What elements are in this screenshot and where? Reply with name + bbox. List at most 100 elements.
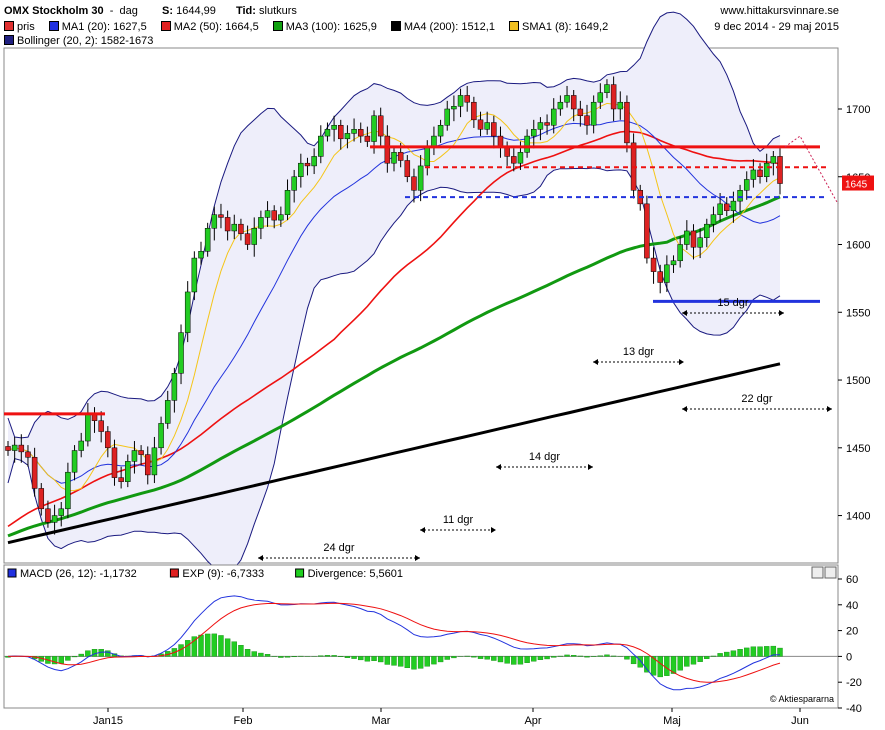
- candle-body: [590, 101, 597, 126]
- macd-legend-swatch: [169, 568, 179, 578]
- macd-divergence-bar: [264, 654, 271, 657]
- candle-body: [111, 447, 118, 478]
- price-legend-swatch: [160, 21, 171, 31]
- tid-value: slutkurs: [259, 5, 297, 17]
- candle-body: [65, 471, 71, 510]
- price-marker-label: 1645: [845, 180, 868, 191]
- ma100-line: [7, 195, 781, 538]
- annotation-label: 15 dgr: [717, 297, 749, 309]
- macd-divergence-bar: [584, 656, 590, 658]
- candle-body: [770, 156, 777, 164]
- settings-icon: [824, 566, 837, 579]
- candle-body: [717, 203, 723, 215]
- candle-body: [105, 431, 111, 449]
- macd-divergence-bar: [664, 656, 670, 676]
- price-legend-label: MA2 (50): 1664,5: [173, 21, 259, 33]
- candle-body: [198, 251, 204, 259]
- candle-body: [617, 101, 624, 110]
- macd-divergence-bar: [204, 633, 211, 657]
- annotation-label: 14 dgr: [529, 451, 561, 463]
- website-label: www.hittakursvinnare.se: [720, 5, 839, 17]
- macd-legend-label: EXP (9): -6,7333: [182, 568, 264, 580]
- macd-divergence-bar: [331, 655, 337, 657]
- macd-divergence-bar: [517, 656, 524, 665]
- macd-divergence-bar: [78, 653, 84, 657]
- candle-body: [45, 508, 51, 523]
- candle-body: [477, 119, 484, 130]
- ma200-line: [7, 362, 781, 545]
- price-legend-swatch: [272, 21, 283, 31]
- period-label: dag: [119, 5, 138, 17]
- macd-divergence-bar: [637, 656, 643, 668]
- macd-divergence-bar: [371, 656, 377, 662]
- candle-body: [524, 135, 530, 153]
- price-legend-label: MA1 (20): 1627,5: [61, 21, 147, 33]
- candle-body: [298, 162, 304, 178]
- candle-body: [318, 135, 324, 157]
- candle-body: [204, 228, 211, 252]
- macd-line: [7, 595, 781, 691]
- price-legend-label: Bollinger (20, 2): 1582-1673: [17, 35, 154, 47]
- candle-body: [457, 95, 464, 107]
- macd-divergence-bar: [504, 656, 510, 664]
- candle-body: [211, 214, 218, 229]
- macd-divergence-bar: [524, 656, 530, 663]
- price-legend-item: MA1 (20): 1627,5: [48, 20, 147, 34]
- macd-divergence-bar: [491, 656, 497, 661]
- macd-divergence-bar: [105, 650, 111, 657]
- macd-divergence-bar: [211, 633, 218, 657]
- candle-body: [184, 291, 191, 333]
- macd-divergence-bar: [231, 641, 237, 657]
- candle-body: [584, 115, 590, 126]
- candle-body: [750, 169, 757, 180]
- candle-body: [291, 176, 297, 191]
- macd-divergence-bar: [397, 656, 404, 667]
- price-y-tick-label: 1450: [846, 443, 870, 455]
- candle-body: [51, 515, 58, 523]
- candle-body: [737, 190, 743, 202]
- candle-body: [271, 210, 277, 221]
- tid-label: Tid:: [235, 5, 256, 17]
- candle-body: [564, 95, 570, 103]
- candle-body: [164, 400, 171, 424]
- candle-body: [384, 135, 391, 164]
- annotation-label: 22 dgr: [741, 393, 773, 405]
- candle-body: [138, 450, 144, 455]
- macd-divergence-bar: [744, 647, 750, 657]
- macd-divergence-bar: [417, 656, 424, 669]
- candle-body: [324, 129, 331, 137]
- candle-body: [131, 450, 138, 462]
- candle-body: [511, 156, 517, 164]
- macd-divergence-bar: [404, 656, 411, 669]
- x-tick-label: Apr: [524, 715, 541, 727]
- macd-divergence-bar: [770, 645, 777, 657]
- candle-body: [464, 95, 470, 103]
- macd-divergence-bar: [251, 651, 257, 657]
- price-legend-item: MA3 (100): 1625,9: [272, 20, 377, 34]
- candle-body: [151, 447, 158, 476]
- legend-row-1: pris MA1 (20): 1627,5 MA2 (50): 1664,5 MA3 …: [4, 20, 622, 34]
- candle-body: [597, 92, 604, 103]
- macd-y-tick-label: 60: [846, 574, 858, 586]
- candle-body: [650, 257, 657, 272]
- candle-body: [670, 260, 677, 266]
- candle-body: [704, 223, 710, 238]
- macd-divergence-bar: [238, 645, 244, 657]
- candle-body: [544, 122, 550, 126]
- candle-body: [311, 156, 317, 167]
- candle-body: [371, 115, 377, 142]
- candle-body: [657, 271, 663, 283]
- price-legend-label: pris: [17, 21, 35, 33]
- candle-body: [118, 477, 124, 482]
- candle-body: [284, 190, 291, 215]
- candle-body: [18, 444, 25, 453]
- macd-divergence-bar: [258, 652, 264, 657]
- s-label: S:: [162, 5, 174, 17]
- price-legend-swatch: [4, 35, 14, 45]
- candle-body: [484, 122, 490, 130]
- candle-body: [264, 210, 271, 218]
- macd-divergence-bar: [717, 653, 723, 657]
- s-value: 1644,99: [176, 5, 216, 17]
- annotation-label: 11 dgr: [443, 514, 474, 526]
- macd-divergence-bar: [763, 646, 770, 657]
